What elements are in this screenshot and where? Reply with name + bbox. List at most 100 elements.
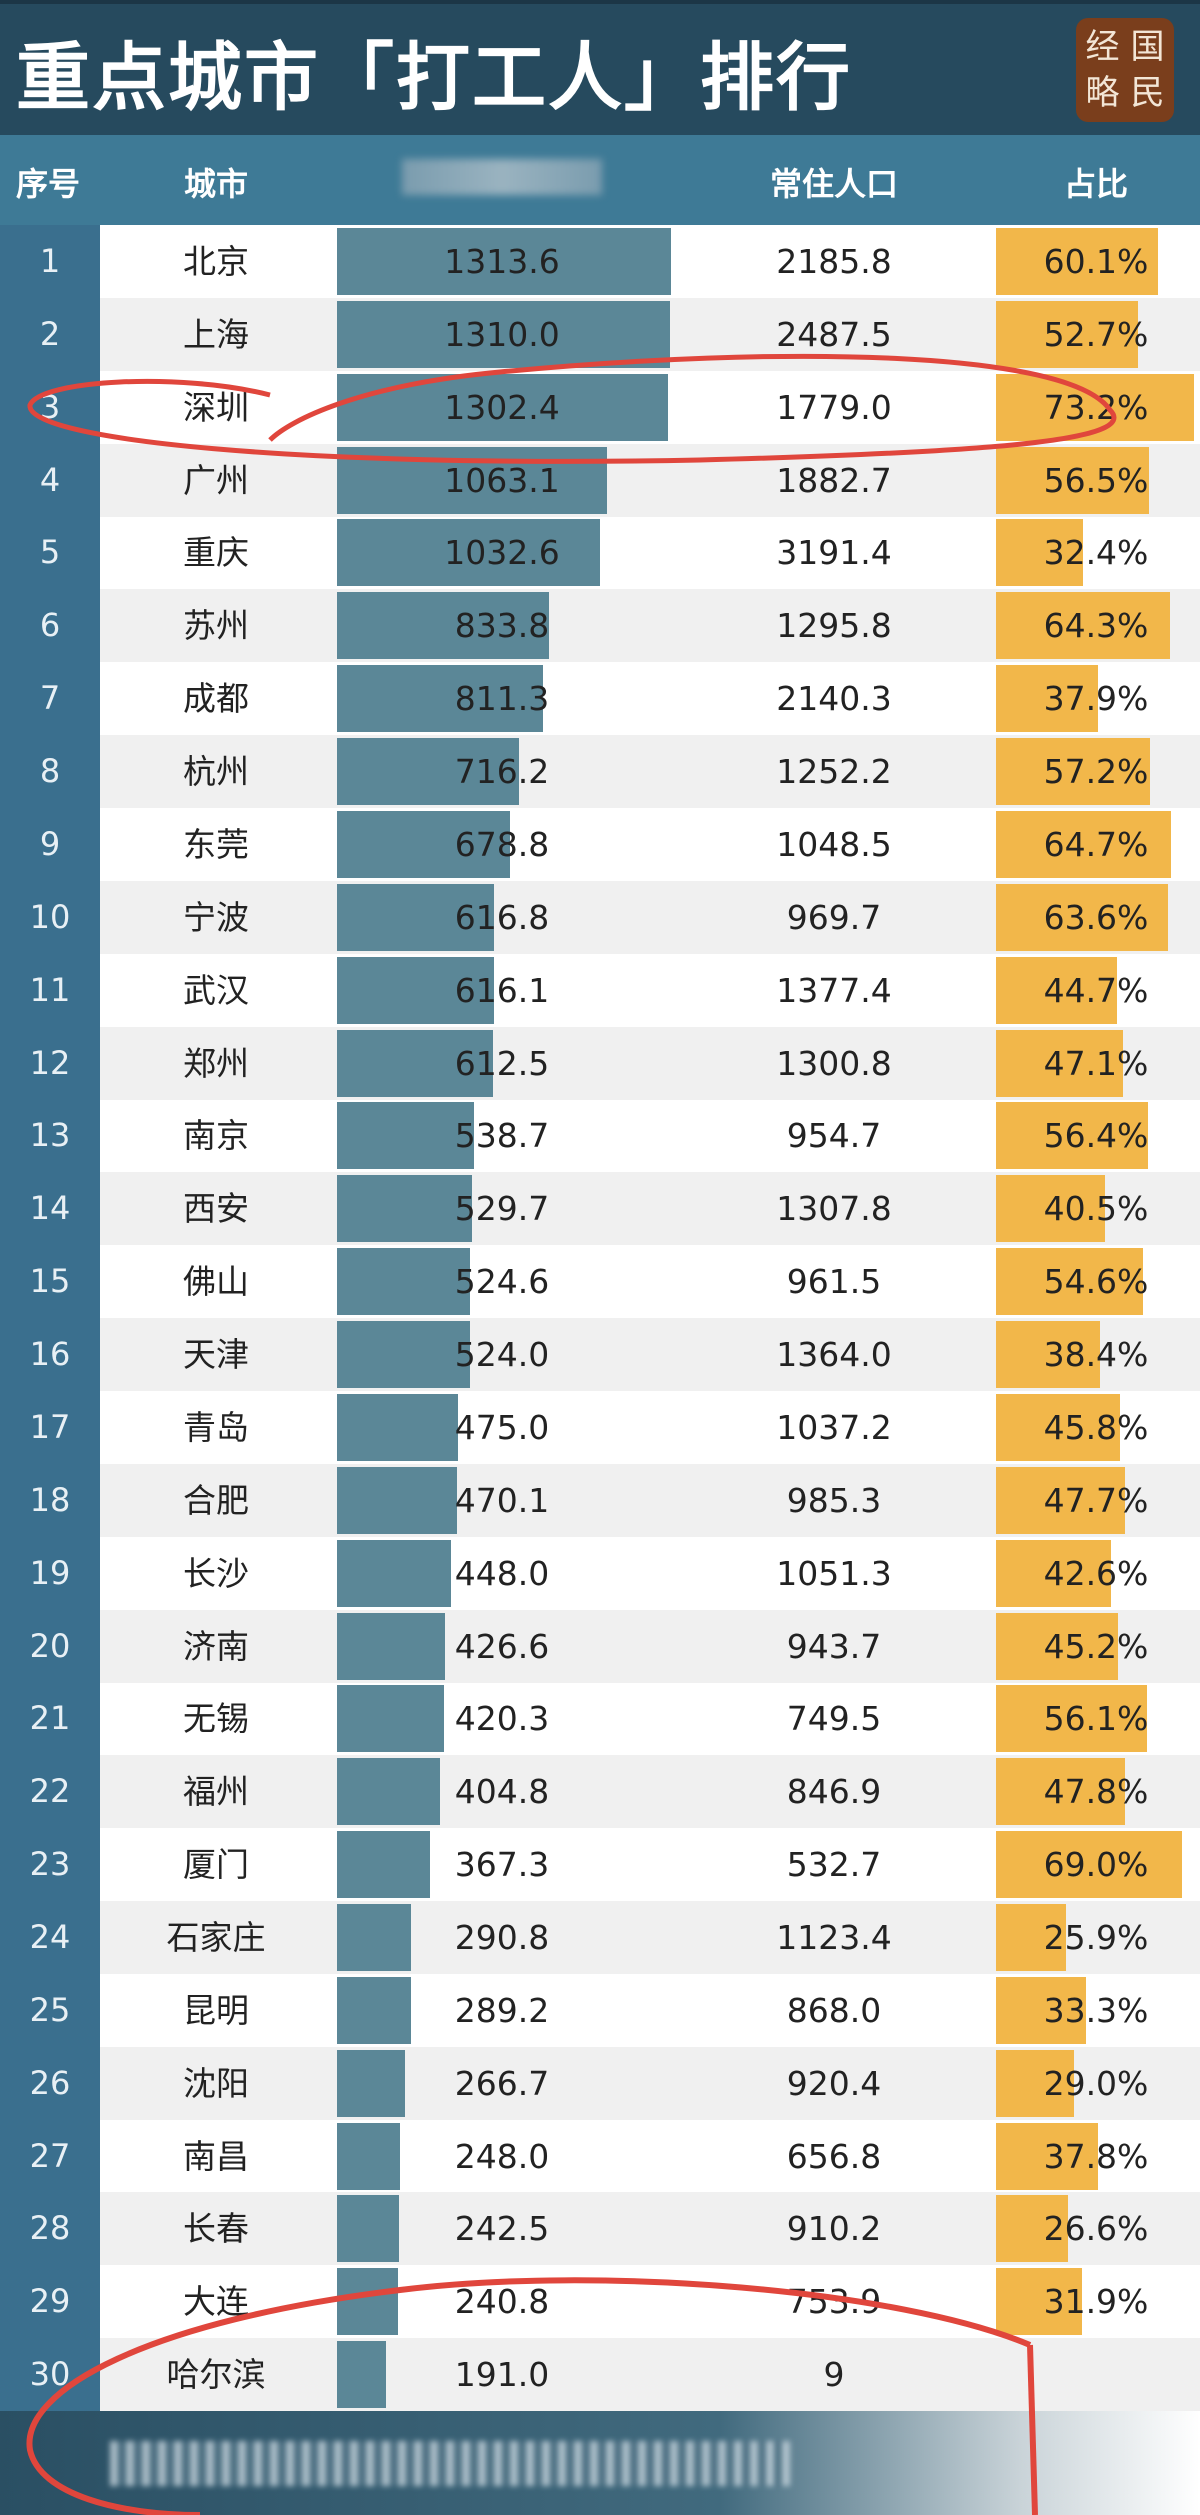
header-blurred-column — [402, 159, 602, 203]
value-bar — [337, 228, 671, 295]
population: 985.3 — [786, 1480, 882, 1520]
header-index: 序号 — [15, 165, 81, 203]
value: 448.0 — [454, 1553, 550, 1593]
city-name: 厦门 — [183, 1845, 249, 1885]
logo-char: 略 — [1085, 73, 1120, 113]
value: 616.1 — [454, 970, 550, 1010]
value: 524.0 — [454, 1335, 550, 1375]
ratio-bar — [996, 1539, 1112, 1607]
city-name: 哈尔滨 — [166, 2355, 266, 2395]
value-bar — [337, 1976, 411, 2044]
city-name: 大连 — [183, 2282, 249, 2322]
population: 9 — [823, 2355, 845, 2395]
population: 1364.0 — [776, 1335, 892, 1375]
table-row: 16 天津 524.0 1364.0 38.4% — [30, 1318, 1200, 1392]
population: 753.9 — [786, 2282, 882, 2322]
table-row: 29 大连 240.8 753.9 31.9% — [30, 2265, 1200, 2338]
value: 716.2 — [454, 752, 550, 792]
population: 2487.5 — [776, 314, 892, 354]
logo: 经 国 略 民 — [1076, 18, 1174, 122]
value: 242.5 — [454, 2209, 550, 2249]
logo-char: 民 — [1130, 73, 1165, 113]
ratio-bar — [996, 883, 1168, 951]
page-title: 重点城市「打工人」排行 — [16, 35, 852, 121]
ratio: 60.1% — [1043, 242, 1149, 281]
population: 943.7 — [786, 1626, 882, 1666]
logo-char: 经 — [1085, 27, 1120, 67]
ratio: 57.2% — [1043, 752, 1149, 792]
row-index: 11 — [29, 970, 71, 1009]
ratio-bar — [996, 1758, 1126, 1826]
index-column — [0, 225, 100, 2411]
population: 532.7 — [786, 1845, 882, 1885]
row-index: 4 — [39, 460, 61, 499]
city-name: 济南 — [183, 1626, 249, 1666]
ratio-bar — [996, 1904, 1066, 1971]
row-index: 8 — [39, 752, 61, 791]
ratio-bar — [996, 956, 1117, 1024]
population: 954.7 — [786, 1116, 882, 1156]
value: 1032.6 — [444, 533, 560, 573]
table-row: 14 西安 529.7 1307.8 40.5% — [30, 1172, 1200, 1246]
population: 2140.3 — [776, 679, 892, 719]
value-bar — [337, 1904, 411, 1971]
row-index: 13 — [29, 1116, 71, 1155]
row-index: 3 — [39, 387, 61, 426]
row-index: 5 — [39, 533, 61, 572]
row-index: 6 — [39, 606, 61, 645]
population: 1037.2 — [776, 1407, 892, 1447]
ratio: 64.7% — [1043, 824, 1149, 864]
ratio-bar — [996, 1685, 1148, 1753]
row-index: 2 — [39, 314, 61, 353]
ratio: 69.0% — [1043, 1845, 1149, 1885]
row-index: 21 — [29, 1699, 71, 1738]
table-row: 11 武汉 616.1 1377.4 44.7% — [30, 954, 1200, 1027]
logo-char: 国 — [1130, 27, 1165, 67]
city-name: 昆明 — [183, 1990, 249, 2030]
population: 868.0 — [786, 1990, 882, 2030]
ratio: 63.6% — [1043, 897, 1149, 937]
value: 367.3 — [454, 1845, 550, 1885]
value: 470.1 — [454, 1480, 550, 1520]
row-index: 29 — [29, 2282, 71, 2321]
table-row: 25 昆明 289.2 868.0 33.3% — [30, 1974, 1200, 2047]
city-name: 长沙 — [183, 1553, 249, 1593]
table-row: 5 重庆 1032.6 3191.4 32.4% — [40, 516, 1200, 589]
table-row: 9 东莞 678.8 1048.5 64.7% — [40, 808, 1200, 881]
population: 1295.8 — [776, 606, 892, 646]
value-bar — [337, 519, 600, 587]
row-index: 25 — [29, 1990, 71, 2029]
value-bar — [337, 1248, 471, 1316]
ratio: 47.7% — [1043, 1480, 1149, 1520]
population: 1123.4 — [776, 1918, 892, 1957]
value-bar — [337, 2122, 401, 2190]
ratio-bar — [996, 2195, 1068, 2263]
value: 524.6 — [454, 1262, 550, 1302]
ratio: 37.8% — [1043, 2136, 1149, 2176]
ratio-bar — [996, 1102, 1149, 1170]
population: 961.5 — [786, 1262, 882, 1302]
ratio: 25.9% — [1043, 1918, 1149, 1957]
value: 248.0 — [454, 2136, 550, 2176]
row-index: 24 — [29, 1918, 71, 1956]
population: 656.8 — [786, 2136, 882, 2176]
ratio-bar — [996, 1393, 1120, 1461]
ratio: 26.6% — [1043, 2209, 1149, 2249]
value: 538.7 — [454, 1116, 550, 1156]
row-index: 17 — [29, 1407, 71, 1446]
city-name: 合肥 — [183, 1480, 249, 1520]
city-name: 宁波 — [183, 897, 249, 937]
row-index: 1 — [39, 242, 61, 280]
value: 612.5 — [454, 1043, 550, 1083]
value-bar — [337, 1175, 472, 1243]
table-row: 8 杭州 716.2 1252.2 57.2% — [40, 735, 1200, 809]
ratio: 40.5% — [1043, 1189, 1149, 1229]
value-bar — [337, 2195, 399, 2263]
value: 1310.0 — [444, 314, 560, 354]
value-bar — [337, 1029, 493, 1097]
ratio-bar — [996, 1248, 1144, 1316]
value: 529.7 — [454, 1189, 550, 1229]
table-header: 序号 城市 常住人口 占比 — [0, 135, 1200, 225]
table-row: 15 佛山 524.6 961.5 54.6% — [30, 1245, 1200, 1318]
value: 1302.4 — [444, 387, 560, 427]
